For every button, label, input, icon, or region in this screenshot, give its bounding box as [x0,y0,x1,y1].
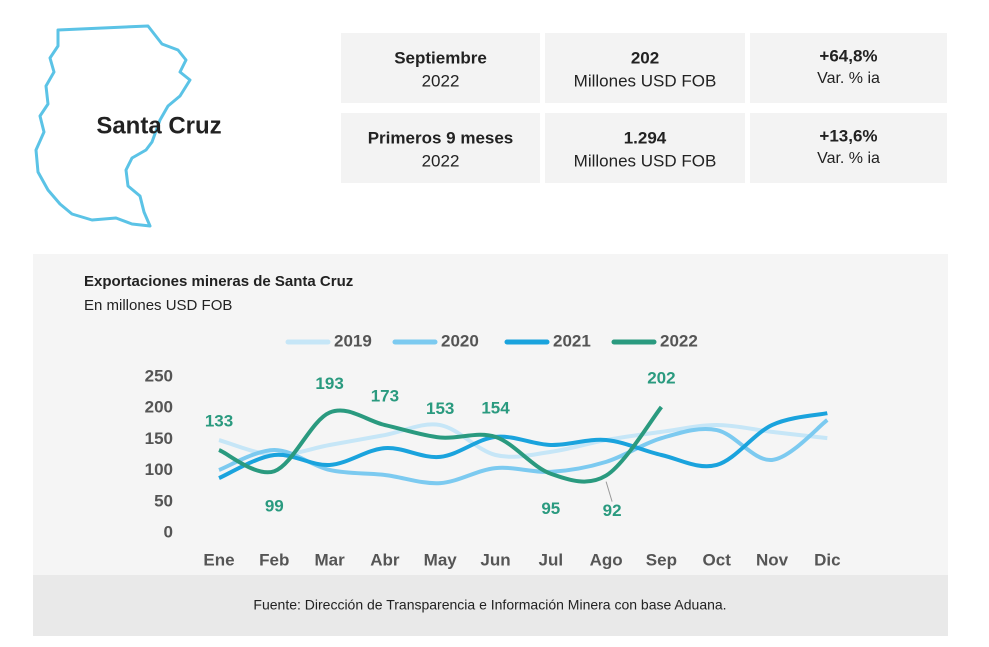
kpi-change-label: Var. % ia [817,70,880,87]
kpi-change: +13,6% [819,126,877,145]
kpi-label: Primeros 9 meses [368,128,514,147]
y-tick-label: 200 [145,398,173,417]
x-tick-label: Oct [703,550,732,569]
x-tick-label: Mar [314,550,345,569]
y-tick-label: 150 [145,429,173,448]
kpi-change: +64,8% [819,46,877,65]
kpi-cell [341,33,540,103]
region-name: Santa Cruz [96,112,221,139]
y-tick-label: 250 [145,366,173,385]
x-tick-label: Nov [756,550,789,569]
kpi-cell [341,113,540,183]
data-label: 154 [481,398,510,417]
x-tick-label: Dic [814,550,840,569]
x-tick-label: Feb [259,550,289,569]
legend-label: 2019 [334,331,372,350]
data-label: 202 [647,368,675,387]
data-label: 99 [265,497,284,516]
chart-panel [33,254,948,575]
x-tick-label: Sep [646,550,677,569]
x-tick-label: Ene [203,550,234,569]
data-label: 193 [315,374,343,393]
y-tick-label: 0 [164,522,173,541]
y-tick-label: 50 [154,491,173,510]
x-tick-label: Ago [590,550,623,569]
x-tick-label: Jun [480,550,510,569]
kpi-unit: Millones USD FOB [574,151,717,170]
source-note: Fuente: Dirección de Transparencia e Inf… [253,597,726,613]
series-line [218,405,663,484]
x-tick-label: May [424,550,458,569]
series-line [218,422,828,459]
y-tick-label: 100 [145,460,173,479]
kpi-cell [545,113,745,183]
kpi-label: Septiembre [394,48,487,67]
x-tick-label: Abr [370,550,400,569]
legend-label: 2021 [553,331,591,350]
legend-label: 2020 [441,331,479,350]
kpi-value: 202 [631,48,659,67]
chart-subtitle: En millones USD FOB [84,297,232,314]
chart-title: Exportaciones mineras de Santa Cruz [84,273,353,290]
x-tick-label: Jul [539,550,564,569]
kpi-cell [750,33,947,103]
footer-panel [33,575,948,636]
kpi-year: 2022 [422,71,460,90]
series-line [218,418,829,486]
data-label: 92 [603,501,622,520]
data-label: 133 [205,411,233,430]
data-label: 153 [426,399,454,418]
data-label: 173 [371,387,399,406]
kpi-cell [545,33,745,103]
map-outline [34,24,192,228]
kpi-change-label: Var. % ia [817,150,880,167]
kpi-value: 1.294 [624,128,667,147]
kpi-unit: Millones USD FOB [574,71,717,90]
label-leader [605,481,613,502]
kpi-cell [750,113,947,183]
data-label: 95 [541,499,560,518]
legend-label: 2022 [660,331,698,350]
series-line [218,411,828,480]
kpi-year: 2022 [422,151,460,170]
